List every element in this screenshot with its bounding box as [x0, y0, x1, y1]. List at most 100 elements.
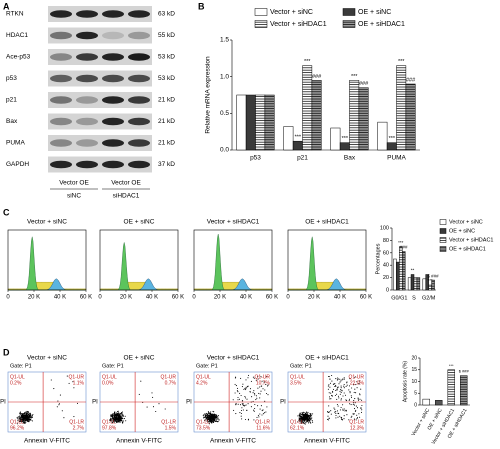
- event-dot: [21, 412, 23, 415]
- event-dot: [24, 416, 27, 418]
- event-dot: [122, 420, 125, 422]
- event-dot: [300, 422, 302, 424]
- event-dot: [210, 414, 213, 416]
- event-dot: [234, 383, 236, 385]
- blot-band: [76, 96, 98, 104]
- event-dot: [340, 385, 342, 387]
- event-dot: [158, 403, 160, 405]
- blot-band: [128, 139, 150, 147]
- legend-label: OE + siNC: [358, 9, 391, 16]
- event-dot: [337, 378, 339, 380]
- blot-strip: [48, 27, 152, 44]
- event-dot: [336, 403, 338, 406]
- event-dot: [29, 418, 32, 420]
- event-dot: [304, 419, 306, 421]
- bar: [377, 121, 388, 151]
- event-dot: [349, 392, 351, 394]
- bar-hatch: [405, 84, 416, 150]
- event-dot: [115, 414, 117, 416]
- event-dot: [346, 381, 348, 383]
- event-dot: [212, 421, 214, 423]
- event-dot: [356, 407, 359, 409]
- event-dot: [243, 388, 245, 390]
- bar: [292, 140, 303, 151]
- blot-strip: [48, 70, 152, 87]
- blot-band: [128, 53, 150, 61]
- event-dot: [260, 405, 262, 407]
- bar-hatch: [431, 280, 435, 290]
- event-dot: [21, 413, 24, 415]
- significance-label: $ ###: [459, 369, 470, 374]
- event-dot: [309, 412, 311, 415]
- event-dot: [346, 384, 348, 386]
- event-dot: [349, 403, 351, 405]
- blot-band: [76, 117, 98, 126]
- event-dot: [343, 387, 345, 389]
- event-dot: [254, 403, 256, 406]
- event-dot: [310, 422, 312, 424]
- event-dot: [261, 385, 263, 387]
- event-dot: [304, 414, 306, 416]
- size-label: 63 kD: [158, 11, 175, 18]
- event-dot: [306, 418, 308, 420]
- event-dot: [117, 420, 119, 422]
- y-tick-label: 0: [414, 402, 417, 408]
- event-dot: [31, 414, 33, 417]
- y-tick-label: 1.5: [220, 37, 229, 44]
- quadrant-value: 11.6%: [256, 425, 270, 431]
- event-dot: [357, 397, 359, 399]
- event-dot: [125, 420, 127, 422]
- event-dot: [304, 418, 306, 420]
- event-dot: [26, 419, 28, 421]
- event-dot: [303, 422, 305, 424]
- event-dot: [73, 387, 75, 389]
- event-dot: [237, 391, 239, 393]
- blot-strip: [48, 92, 152, 108]
- event-dot: [336, 388, 338, 390]
- event-dot: [244, 387, 246, 389]
- event-dot: [302, 414, 305, 416]
- event-dot: [305, 413, 307, 415]
- x-tick-label: 0: [286, 295, 290, 301]
- event-dot: [216, 418, 218, 420]
- event-dot: [138, 393, 140, 395]
- bar-hatch: [358, 87, 369, 150]
- size-label: 21 kD: [158, 97, 175, 104]
- event-dot: [113, 420, 115, 422]
- gate-label: Gate: P1: [10, 363, 32, 369]
- blot-band: [76, 160, 98, 169]
- bar: [283, 126, 294, 151]
- quadrant-value: 0.2%: [10, 380, 22, 386]
- event-dot: [336, 410, 339, 412]
- event-dot: [326, 418, 329, 420]
- legend-label: OE + siHDAC1: [449, 246, 486, 252]
- event-dot: [111, 418, 113, 420]
- event-dot: [247, 418, 250, 420]
- event-dot: [335, 414, 337, 417]
- event-dot: [26, 415, 28, 417]
- event-dot: [239, 404, 242, 406]
- event-dot: [204, 416, 206, 419]
- event-dot: [306, 414, 308, 416]
- event-dot: [253, 410, 255, 412]
- event-dot: [336, 379, 338, 381]
- blot-band: [50, 74, 72, 83]
- event-dot: [213, 419, 215, 421]
- event-dot: [205, 417, 207, 419]
- event-dot: [116, 422, 118, 424]
- event-dot: [334, 408, 336, 410]
- event-dot: [235, 376, 237, 378]
- plot-frame: [7, 229, 87, 291]
- event-dot: [28, 419, 30, 421]
- bar: [330, 127, 341, 151]
- event-dot: [260, 376, 262, 378]
- x-tick-label: 40 K: [54, 295, 66, 301]
- blot-band: [128, 74, 150, 83]
- event-dot: [262, 388, 264, 390]
- event-dot: [255, 379, 257, 381]
- event-dot: [164, 408, 166, 410]
- event-dot: [20, 419, 22, 421]
- protein-label: p21: [6, 97, 17, 104]
- x-tick-label: 60 K: [360, 295, 372, 301]
- event-dot: [204, 415, 206, 418]
